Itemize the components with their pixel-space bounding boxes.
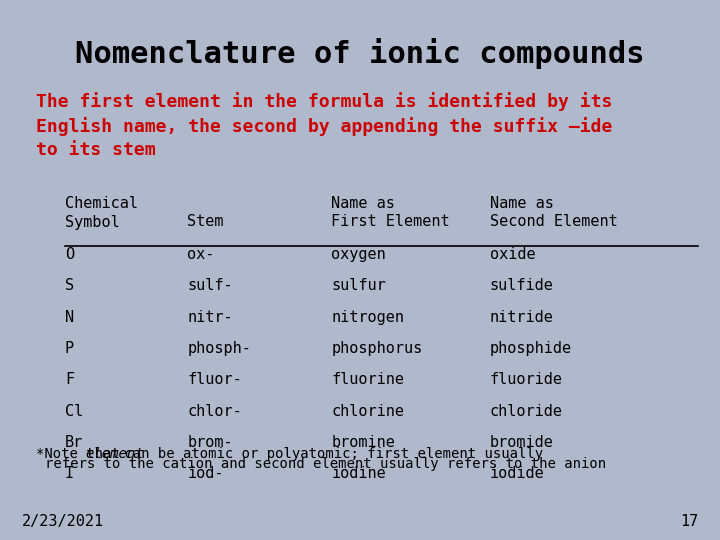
Text: First Element: First Element	[331, 214, 450, 230]
Text: Cl: Cl	[65, 403, 83, 418]
Text: P: P	[65, 341, 74, 356]
Text: S: S	[65, 278, 74, 293]
Text: I: I	[65, 466, 74, 481]
Text: Name as: Name as	[331, 195, 395, 211]
Text: chlorine: chlorine	[331, 403, 404, 418]
Text: *Note that: *Note that	[36, 447, 128, 461]
Text: sulf-: sulf-	[187, 278, 233, 293]
Text: nitr-: nitr-	[187, 309, 233, 325]
Text: Symbol: Symbol	[65, 214, 120, 230]
Text: fluor-: fluor-	[187, 372, 242, 387]
Text: fluoride: fluoride	[490, 372, 562, 387]
Text: oxygen: oxygen	[331, 247, 386, 262]
Text: bromine: bromine	[331, 435, 395, 450]
Text: F: F	[65, 372, 74, 387]
Text: Nomenclature of ionic compounds: Nomenclature of ionic compounds	[75, 38, 645, 69]
Text: ox-: ox-	[187, 247, 215, 262]
Text: Chemical: Chemical	[65, 195, 138, 211]
Text: chlor-: chlor-	[187, 403, 242, 418]
Text: can be atomic or polyatomic; first element usually: can be atomic or polyatomic; first eleme…	[117, 447, 544, 461]
Text: 2/23/2021: 2/23/2021	[22, 514, 104, 529]
Text: fluorine: fluorine	[331, 372, 404, 387]
Text: Name as: Name as	[490, 195, 554, 211]
Text: phosph-: phosph-	[187, 341, 251, 356]
Text: iod-: iod-	[187, 466, 224, 481]
Text: N: N	[65, 309, 74, 325]
Text: nitride: nitride	[490, 309, 554, 325]
Text: 17: 17	[680, 514, 698, 529]
Text: iodide: iodide	[490, 466, 544, 481]
Text: chloride: chloride	[490, 403, 562, 418]
Text: brom-: brom-	[187, 435, 233, 450]
Text: The first element in the formula is identified by its
English name, the second b: The first element in the formula is iden…	[36, 92, 613, 159]
Text: sulfur: sulfur	[331, 278, 386, 293]
Text: phosphorus: phosphorus	[331, 341, 423, 356]
Text: O: O	[65, 247, 74, 262]
Text: sulfide: sulfide	[490, 278, 554, 293]
Text: Stem: Stem	[187, 214, 224, 230]
Text: Second Element: Second Element	[490, 214, 617, 230]
Text: Br: Br	[65, 435, 83, 450]
Text: phosphide: phosphide	[490, 341, 572, 356]
Text: refers to the cation and second element usually refers to the anion: refers to the cation and second element …	[45, 457, 606, 471]
Text: nitrogen: nitrogen	[331, 309, 404, 325]
Text: bromide: bromide	[490, 435, 554, 450]
Text: iodine: iodine	[331, 466, 386, 481]
Text: oxide: oxide	[490, 247, 535, 262]
Text: element: element	[85, 447, 144, 461]
